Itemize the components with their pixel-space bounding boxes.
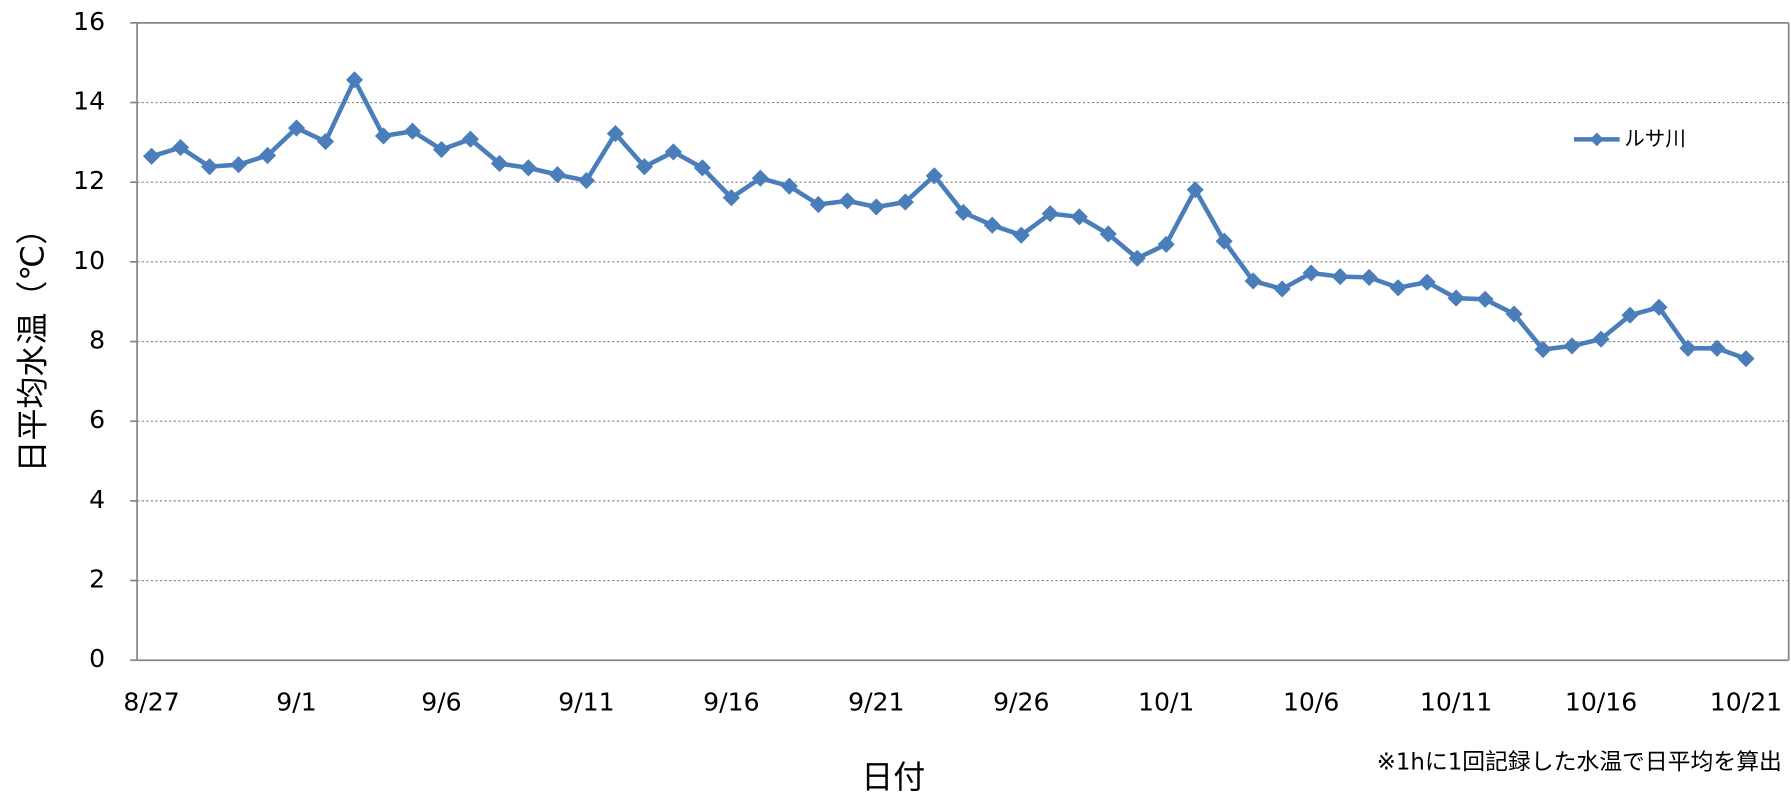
x-tick-label: 10/1 (1138, 688, 1194, 717)
data-point (171, 138, 190, 157)
data-point (1737, 350, 1755, 368)
x-tick-label: 9/1 (276, 688, 316, 717)
data-point (751, 169, 769, 187)
data-point (577, 172, 595, 190)
data-point (838, 192, 856, 210)
data-point (1563, 337, 1581, 355)
data-point (432, 140, 451, 159)
data-point (1418, 273, 1436, 291)
y-axis-title: 日平均水温（℃） (13, 213, 51, 473)
data-point (1708, 339, 1726, 357)
data-point (258, 146, 277, 165)
data-point (316, 132, 335, 151)
legend-label: ルサ川 (1624, 126, 1686, 150)
data-point (983, 216, 1001, 234)
y-tick-label: 12 (73, 166, 105, 195)
data-point (1302, 264, 1320, 282)
x-tick-label: 10/6 (1283, 688, 1339, 717)
data-point (1041, 205, 1059, 223)
x-tick-label: 10/11 (1420, 688, 1492, 717)
x-axis-title: 日付 (861, 758, 925, 795)
data-point (200, 158, 219, 176)
data-point (1157, 235, 1175, 253)
x-tick-label: 10/21 (1710, 688, 1782, 717)
data-point (635, 158, 653, 176)
y-tick-label: 6 (89, 405, 105, 434)
x-tick-label: 9/11 (558, 688, 614, 717)
data-point (1447, 289, 1465, 307)
y-tick-label: 0 (89, 644, 105, 673)
data-point (1476, 290, 1494, 308)
data-point (1679, 339, 1697, 357)
data-point (780, 177, 798, 195)
x-tick-label: 9/21 (848, 688, 904, 717)
x-tick-label: 9/16 (703, 688, 759, 717)
data-point (374, 127, 393, 145)
data-point (1099, 225, 1117, 243)
data-point (809, 195, 827, 214)
x-tick-label: 9/6 (421, 688, 461, 717)
y-tick-label: 16 (73, 7, 105, 36)
y-tick-label: 10 (73, 246, 105, 275)
data-point (1070, 208, 1088, 226)
data-point (461, 130, 480, 148)
data-point (664, 143, 682, 161)
data-point (229, 156, 248, 174)
data-point (1389, 279, 1407, 297)
data-point (1650, 298, 1668, 316)
data-point (345, 71, 364, 89)
x-tick-label: 10/16 (1565, 688, 1637, 717)
data-point (925, 167, 943, 185)
data-point (867, 198, 885, 216)
data-point (1128, 249, 1146, 267)
data-point (693, 159, 711, 177)
note: ※1hに1回記録した水温で日平均を算出 (1377, 750, 1782, 776)
data-point (1012, 226, 1030, 244)
data-point (1621, 306, 1639, 324)
data-point (287, 119, 306, 137)
data-point (1360, 268, 1378, 286)
data-point (896, 193, 914, 211)
data-point (1244, 272, 1262, 290)
data-point (1186, 181, 1204, 199)
data-point (143, 147, 161, 165)
x-tick-label: 9/26 (993, 688, 1049, 717)
data-point (403, 122, 422, 140)
y-tick-label: 4 (89, 485, 105, 514)
data-point (1534, 340, 1552, 359)
data-point (1215, 232, 1233, 250)
data-point (1592, 330, 1610, 348)
x-tick-label: 8/27 (123, 688, 179, 717)
data-point (519, 159, 538, 177)
y-tick-label: 14 (73, 87, 105, 116)
data-point (1505, 305, 1523, 323)
y-tick-label: 2 (89, 565, 105, 594)
data-point (954, 203, 972, 222)
data-point (490, 154, 509, 173)
data-point (548, 166, 566, 184)
data-point (1331, 268, 1349, 286)
legend-marker (1589, 132, 1604, 147)
data-point (1273, 280, 1291, 298)
y-tick-label: 8 (89, 326, 105, 355)
data-point (722, 189, 740, 207)
data-line (150, 77, 1747, 361)
